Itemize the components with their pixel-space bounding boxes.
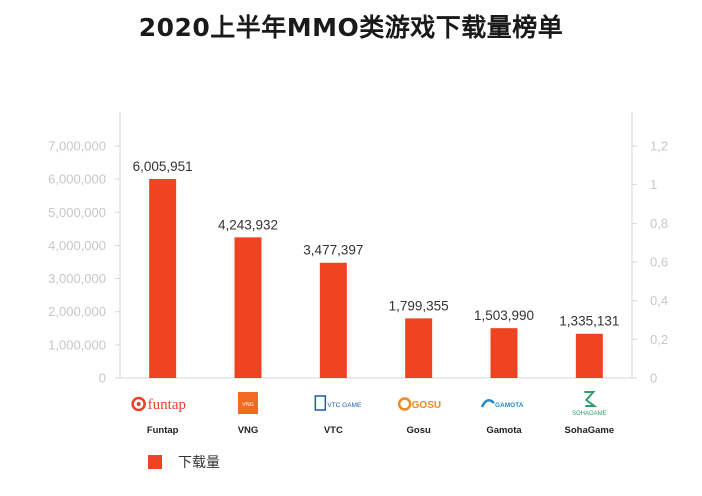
bar-funtap: [149, 178, 177, 378]
data-label: 3,477,397: [303, 243, 363, 258]
category-label: Gosu: [407, 425, 431, 436]
data-label: 4,243,932: [218, 217, 278, 232]
y-tick-label: 2,000,000: [48, 304, 106, 319]
y2-tick-label: 0,4: [650, 293, 668, 308]
vng-logo-icon: VNG: [238, 392, 258, 414]
category-label: Funtap: [147, 425, 179, 436]
y-tick-label: 6,000,000: [48, 172, 106, 187]
y-tick-label: 1,000,000: [48, 337, 106, 352]
data-label: 1,335,131: [559, 314, 619, 329]
svg-text:SOHAGAME: SOHAGAME: [572, 411, 607, 417]
vtc-game-logo-icon: VTC GAME: [314, 395, 362, 411]
y2-tick-label: 1,2: [650, 139, 668, 154]
bar-gosu: [405, 318, 433, 378]
funtap-logo-icon: funtap: [131, 396, 186, 413]
svg-text:VNG: VNG: [242, 402, 254, 408]
y-tick-label: 4,000,000: [48, 238, 106, 253]
svg-text:GOSU: GOSU: [412, 400, 441, 411]
category-label: Gamota: [486, 425, 522, 436]
sohagame-logo-icon: SOHAGAME: [572, 391, 607, 417]
y2-tick-label: 1: [650, 177, 657, 192]
chart-title: 2020上半年MMO类游戏下载量榜单: [138, 13, 564, 42]
category-label: VTC: [324, 425, 343, 436]
gamota-logo-icon: GAMOTA: [480, 399, 524, 409]
y2-tick-label: 0: [650, 371, 657, 386]
y2-tick-label: 0,8: [650, 216, 668, 231]
legend: 下载量: [148, 452, 220, 472]
legend-label: 下载量: [178, 455, 220, 471]
data-label: 1,799,355: [389, 298, 449, 313]
y2-tick-label: 0,6: [650, 255, 668, 270]
category-label: SohaGame: [565, 425, 615, 436]
data-label: 1,503,990: [474, 308, 534, 323]
legend-swatch: [148, 455, 162, 469]
svg-text:VTC GAME: VTC GAME: [327, 402, 362, 409]
y-tick-label: 7,000,000: [48, 139, 106, 154]
y-tick-label: 3,000,000: [48, 271, 106, 286]
svg-text:GAMOTA: GAMOTA: [495, 402, 524, 409]
category-label: VNG: [238, 425, 259, 436]
y-tick-label: 5,000,000: [48, 205, 106, 220]
svg-text:funtap: funtap: [148, 397, 186, 413]
bar-sohagame: [575, 333, 603, 378]
data-label: 6,005,951: [133, 159, 193, 174]
y2-tick-label: 0,2: [650, 332, 668, 347]
bar-vtc: [319, 262, 347, 378]
gosu-logo-icon: GOSU: [397, 397, 441, 411]
bar-vng: [234, 237, 262, 378]
y-tick-label: 0: [99, 371, 106, 386]
bar-gamota: [490, 328, 518, 378]
